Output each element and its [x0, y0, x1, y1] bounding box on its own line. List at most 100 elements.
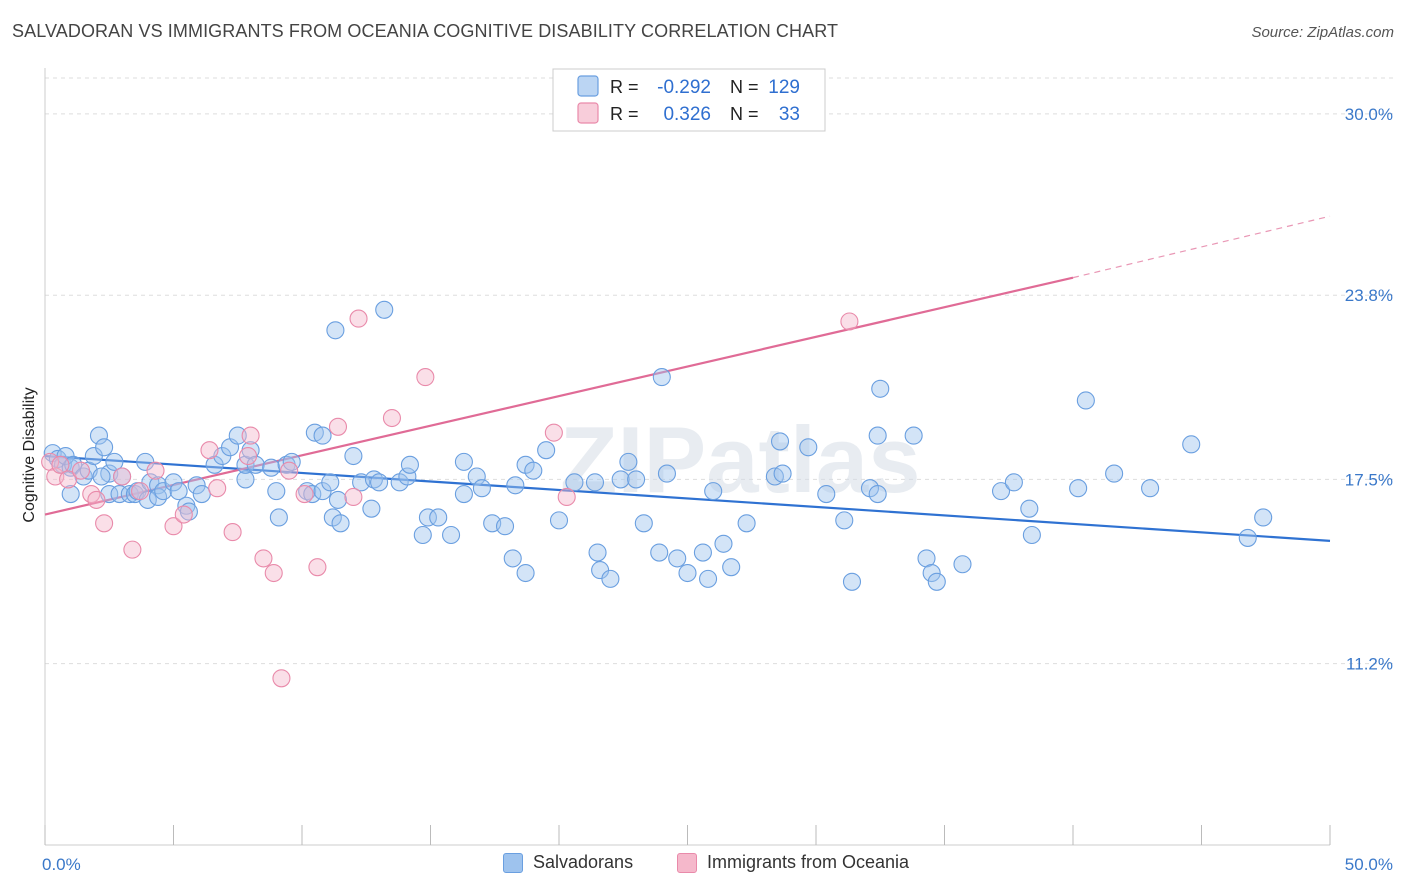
point-salvadorans [657, 464, 676, 483]
y-tick-label: 17.5% [1345, 470, 1393, 489]
point-salvadorans [61, 458, 80, 477]
point-oceania [544, 423, 563, 442]
point-salvadorans [1069, 479, 1088, 498]
point-salvadorans [991, 482, 1011, 501]
point-salvadorans [313, 426, 332, 445]
bottom-legend-swatch-oceania [677, 852, 697, 873]
legend-r-label-1: R = [610, 104, 639, 124]
bottom-legend-item-salvadorans: Salvadorans [503, 852, 633, 873]
point-salvadorans [442, 525, 461, 545]
legend-r-label-0: R = [610, 77, 639, 97]
point-salvadorans [344, 446, 363, 466]
point-salvadorans [770, 432, 790, 451]
point-salvadorans [413, 525, 432, 545]
point-salvadorans [328, 490, 348, 509]
point-salvadorans [454, 485, 473, 504]
point-salvadorans [868, 426, 887, 445]
point-salvadorans [467, 467, 486, 486]
point-oceania [131, 482, 150, 501]
point-salvadorans [549, 511, 569, 530]
point-oceania [200, 441, 219, 460]
point-oceania [557, 487, 576, 507]
point-salvadorans [922, 563, 941, 583]
point-salvadorans [842, 572, 862, 591]
point-oceania [264, 563, 283, 583]
point-salvadorans [817, 485, 836, 504]
point-oceania [164, 517, 183, 536]
legend-r-value-0: -0.292 [657, 77, 711, 98]
point-salvadorans [236, 470, 255, 489]
point-oceania [174, 505, 193, 524]
source-label: Source: ZipAtlas.com [1251, 24, 1394, 41]
point-salvadorans [269, 508, 288, 527]
point-salvadorans [699, 569, 718, 588]
series-oceania [41, 309, 859, 688]
point-salvadorans [650, 543, 669, 562]
trend-line-salvadorans [44, 454, 1331, 542]
point-salvadorans [228, 426, 247, 445]
point-salvadorans [927, 572, 946, 591]
trend-line-oceania-extension [1072, 215, 1331, 279]
point-salvadorans [652, 368, 671, 387]
point-salvadorans [187, 476, 206, 495]
legend-n-label-1: N = [730, 104, 759, 124]
point-salvadorans [375, 300, 394, 319]
gridlines [45, 77, 1395, 665]
point-salvadorans [110, 485, 129, 504]
legend-n-label-0: N = [730, 77, 759, 97]
x-tick-label: 50.0% [1345, 855, 1393, 874]
point-salvadorans [1254, 508, 1273, 527]
y-tick-label: 30.0% [1345, 105, 1393, 124]
point-oceania [71, 461, 91, 480]
point-salvadorans [1182, 435, 1201, 454]
point-oceania [382, 408, 402, 428]
point-salvadorans [871, 379, 890, 398]
point-salvadorans [61, 485, 80, 504]
x-tick-label: 0.0% [42, 855, 81, 874]
point-oceania [223, 523, 242, 542]
point-salvadorans [429, 508, 448, 527]
point-salvadorans [565, 473, 584, 492]
point-salvadorans [601, 569, 620, 588]
chart-title: SALVADORAN VS IMMIGRANTS FROM OCEANIA CO… [12, 21, 839, 41]
point-salvadorans [585, 473, 605, 492]
point-salvadorans [1076, 391, 1095, 410]
trend-lines [44, 215, 1331, 542]
y-tick-label: 11.2% [1346, 655, 1393, 674]
point-salvadorans [331, 514, 350, 533]
point-oceania [51, 455, 70, 474]
point-salvadorans [588, 543, 607, 562]
trend-line-oceania [44, 276, 1074, 516]
point-salvadorans [179, 502, 198, 521]
point-salvadorans [678, 563, 697, 583]
point-oceania [349, 309, 368, 328]
y-axis-label: Cognitive Disability [21, 387, 38, 522]
point-salvadorans [619, 452, 638, 471]
point-salvadorans [370, 473, 389, 492]
point-salvadorans [537, 441, 556, 460]
point-salvadorans [693, 543, 712, 562]
point-oceania [295, 485, 314, 504]
point-salvadorans [454, 452, 473, 471]
point-oceania [272, 669, 291, 688]
point-oceania [840, 312, 859, 331]
point-salvadorans [737, 514, 756, 533]
point-salvadorans [722, 558, 741, 577]
point-salvadorans [472, 479, 491, 498]
point-oceania [146, 461, 165, 480]
point-salvadorans [105, 452, 124, 471]
point-salvadorans [1022, 525, 1041, 545]
point-salvadorans [714, 534, 733, 553]
legend-swatch-salvadorans [577, 75, 599, 97]
top-legend: R = -0.292 N = 129 R = 0.326 N = 33 [552, 68, 826, 132]
point-salvadorans [1020, 499, 1039, 518]
point-oceania [328, 417, 348, 436]
point-oceania [241, 426, 260, 445]
legend-n-value-0: 129 [768, 77, 800, 98]
point-salvadorans [627, 470, 646, 489]
legend-swatch-oceania [577, 102, 599, 124]
point-salvadorans [868, 485, 887, 504]
point-salvadorans [953, 555, 972, 574]
legend-r-value-1: 0.326 [663, 104, 711, 125]
